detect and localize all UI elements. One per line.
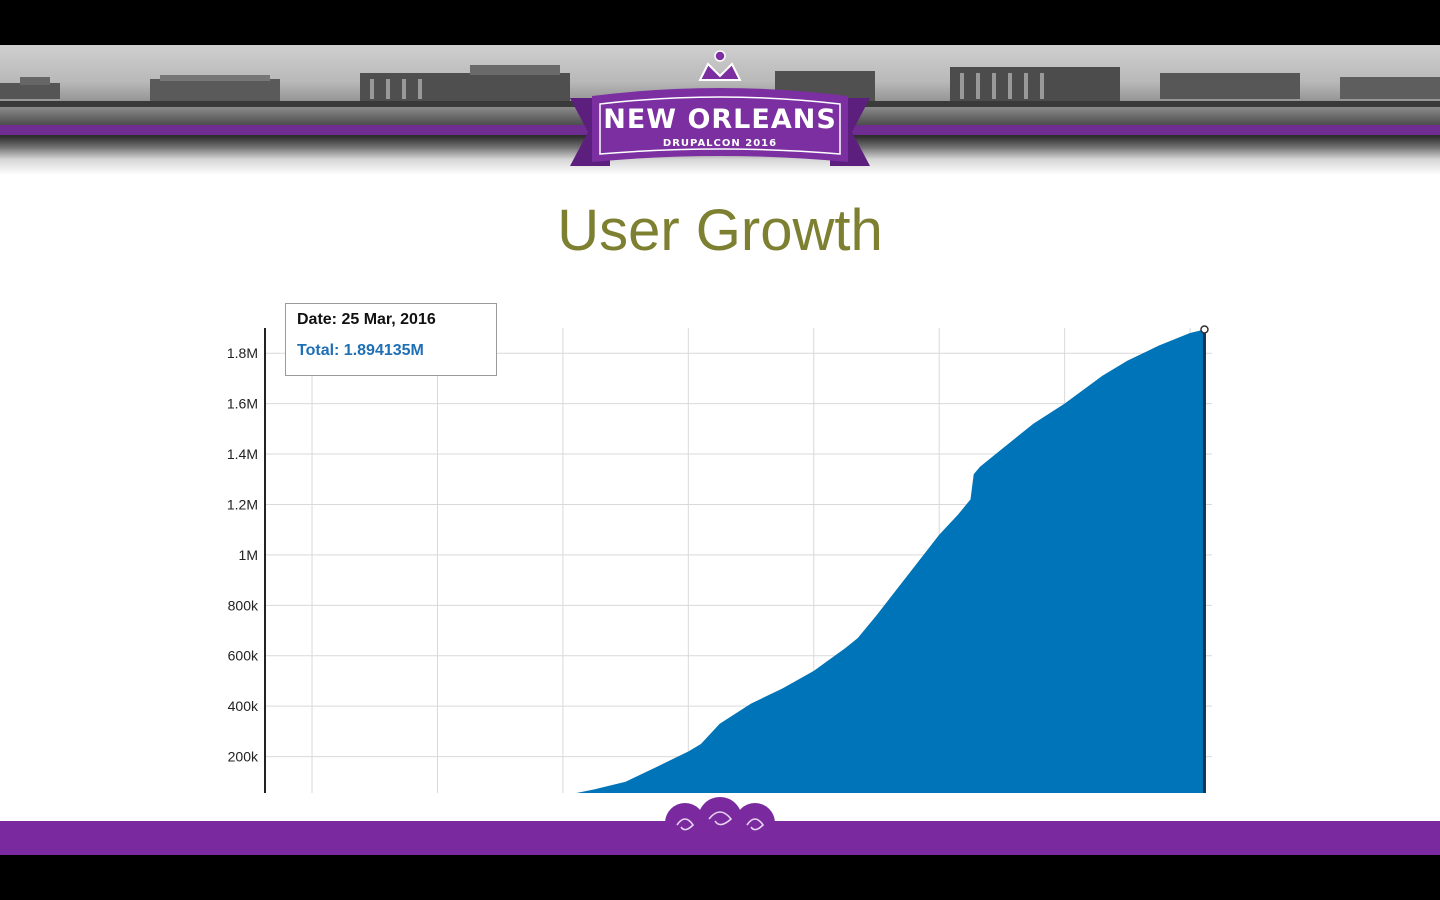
footer-ornament-icon xyxy=(665,797,775,843)
chart-tooltip: Date: 25 Mar, 2016 Total: 1.894135M xyxy=(285,303,497,376)
tooltip-total: Total: 1.894135M xyxy=(297,342,424,359)
chart-hover-layer xyxy=(1200,325,1209,793)
y-tick-label: 1M xyxy=(239,547,258,563)
y-tick-label: 600k xyxy=(228,648,259,664)
y-tick-label: 1.8M xyxy=(227,345,258,361)
chart-axes xyxy=(264,328,266,793)
tooltip-date: Date: 25 Mar, 2016 xyxy=(297,311,436,328)
y-tick-label: 1.4M xyxy=(227,446,258,462)
slide: NEW ORLEANS DRUPALCON 2016 User Growth 0… xyxy=(0,45,1440,855)
y-tick-label: 800k xyxy=(228,597,259,613)
hover-point-marker xyxy=(1200,325,1209,334)
user-growth-area xyxy=(576,329,1205,793)
y-tick-label: 1.6M xyxy=(227,396,258,412)
slide-title: User Growth xyxy=(557,198,883,263)
y-tick-label: 400k xyxy=(228,698,259,714)
y-tick-label: 200k xyxy=(228,749,259,765)
chart-tick-labels: 0200k400k600k800k1M1.2M1.4M1.6M1.8M20022… xyxy=(227,345,259,765)
user-growth-chart: 0200k400k600k800k1M1.2M1.4M1.6M1.8M20022… xyxy=(227,325,1212,793)
banner-title: NEW ORLEANS xyxy=(603,104,837,135)
chart-area-layer xyxy=(576,329,1205,793)
new-orleans-banner-logo: NEW ORLEANS DRUPALCON 2016 xyxy=(570,50,870,175)
banner-ribbon-graphic xyxy=(570,50,870,166)
banner-subtitle: DRUPALCON 2016 xyxy=(662,138,778,149)
y-tick-label: 1.2M xyxy=(227,496,258,512)
